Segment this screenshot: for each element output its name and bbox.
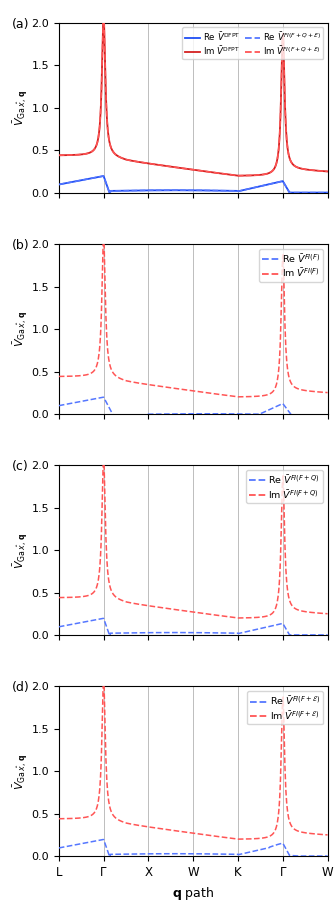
Y-axis label: $\bar{V}_{\mathrm{Ga}\,\hat{x},\,\mathbf{q}}$: $\bar{V}_{\mathrm{Ga}\,\hat{x},\,\mathbf… bbox=[11, 753, 30, 790]
Legend: Re $\bar{V}^{FI(F)}$, Im $\bar{V}^{FI(F)}$: Re $\bar{V}^{FI(F)}$, Im $\bar{V}^{FI(F)… bbox=[259, 249, 323, 282]
Legend: Re $\bar{V}^{FI(F+Q)}$, Im $\bar{V}^{FI(F+Q)}$: Re $\bar{V}^{FI(F+Q)}$, Im $\bar{V}^{FI(… bbox=[246, 470, 323, 503]
Text: (c): (c) bbox=[12, 460, 29, 473]
Text: (a): (a) bbox=[12, 17, 29, 31]
Y-axis label: $\bar{V}_{\mathrm{Ga}\,\hat{x},\,\mathbf{q}}$: $\bar{V}_{\mathrm{Ga}\,\hat{x},\,\mathbf… bbox=[11, 311, 30, 347]
X-axis label: $\mathbf{q}$ path: $\mathbf{q}$ path bbox=[172, 885, 214, 901]
Legend: Re $\bar{V}^{\mathrm{DFPT}}$, Im $\bar{V}^{\mathrm{DFPT}}$, Re $\bar{V}^{FI(F+Q+: Re $\bar{V}^{\mathrm{DFPT}}$, Im $\bar{V… bbox=[182, 27, 323, 60]
Text: (b): (b) bbox=[12, 239, 29, 252]
Y-axis label: $\bar{V}_{\mathrm{Ga}\,\hat{x},\,\mathbf{q}}$: $\bar{V}_{\mathrm{Ga}\,\hat{x},\,\mathbf… bbox=[11, 532, 30, 569]
Legend: Re $\bar{V}^{FI(F+\mathcal{E})}$, Im $\bar{V}^{FI(F+\mathcal{E})}$: Re $\bar{V}^{FI(F+\mathcal{E})}$, Im $\b… bbox=[247, 691, 323, 725]
Text: (d): (d) bbox=[12, 682, 30, 694]
Y-axis label: $\bar{V}_{\mathrm{Ga}\,\hat{x},\,\mathbf{q}}$: $\bar{V}_{\mathrm{Ga}\,\hat{x},\,\mathbf… bbox=[11, 90, 30, 126]
